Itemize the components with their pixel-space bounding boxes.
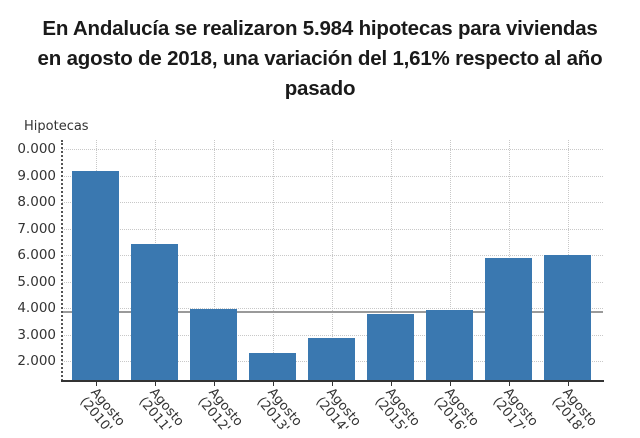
y-tick-label: 6.000 <box>17 247 56 263</box>
x-tick <box>272 382 274 386</box>
y-tick-label: 9.000 <box>17 167 56 184</box>
x-tick-label: Agosto (2018' <box>548 385 600 436</box>
y-tick-label: 5.000 <box>17 273 56 290</box>
gridline-horizontal <box>62 149 603 150</box>
y-tick-label: 4.000 <box>17 300 56 316</box>
x-tick-label: Agosto (2010' <box>76 385 128 436</box>
x-tick-label: Agosto (2011' <box>135 385 187 436</box>
bar-2015 <box>367 314 414 381</box>
y-tick-label: 7.000 <box>17 220 56 237</box>
bar-2016 <box>426 310 473 381</box>
bar-2011 <box>131 243 178 381</box>
x-tick-label: Agosto (2015' <box>371 385 423 436</box>
x-tick <box>508 382 510 386</box>
bar-2010 <box>72 170 119 381</box>
y-tick-label: 0.000 <box>17 141 56 157</box>
chart-title: En Andalucía se realizaron 5.984 hipotec… <box>0 14 640 104</box>
title-line-1: En Andalucía se realizaron 5.984 hipotec… <box>42 17 598 40</box>
gridline-horizontal <box>62 175 603 177</box>
x-tick-label: Agosto (2017' <box>489 385 541 436</box>
y-axis-line <box>61 140 63 381</box>
gridline-horizontal <box>62 202 603 203</box>
gridline-horizontal <box>62 281 603 283</box>
title-line-2: en agosto de 2018, una variación del 1,6… <box>37 47 603 70</box>
x-tick-label: Agosto (2016' <box>430 385 482 436</box>
bar-2017 <box>485 257 532 381</box>
gridline-vertical <box>331 140 333 381</box>
gridline-vertical <box>213 140 215 381</box>
x-tick <box>154 382 156 386</box>
gridline-horizontal <box>62 228 603 230</box>
x-tick <box>449 382 451 386</box>
x-tick <box>567 382 569 386</box>
y-tick-label: 8.000 <box>17 194 56 210</box>
x-tick-label: Agosto (2012' <box>194 385 246 436</box>
x-tick <box>213 382 215 386</box>
x-tick-label: Agosto (2014' <box>312 385 364 436</box>
bar-2012 <box>190 309 237 381</box>
gridline-vertical <box>390 140 392 381</box>
reference-line <box>62 310 603 313</box>
gridline-vertical <box>272 140 274 381</box>
x-axis-line <box>61 380 604 382</box>
bar-2018 <box>544 255 591 381</box>
gridline-horizontal <box>62 255 603 256</box>
bar-2013 <box>249 353 296 381</box>
x-tick <box>331 382 333 386</box>
gridline-horizontal <box>62 334 603 336</box>
y-tick-label: 2.000 <box>17 353 56 369</box>
y-tick-label: 3.000 <box>17 326 56 343</box>
x-tick <box>95 382 97 386</box>
gridline-vertical <box>449 140 451 381</box>
title-line-3: pasado <box>284 77 356 100</box>
bar-2014 <box>308 337 355 381</box>
x-tick-label: Agosto (2013' <box>253 385 305 436</box>
y-axis-label: Hipotecas <box>24 119 89 134</box>
gridline-horizontal <box>62 308 603 309</box>
x-tick <box>390 382 392 386</box>
